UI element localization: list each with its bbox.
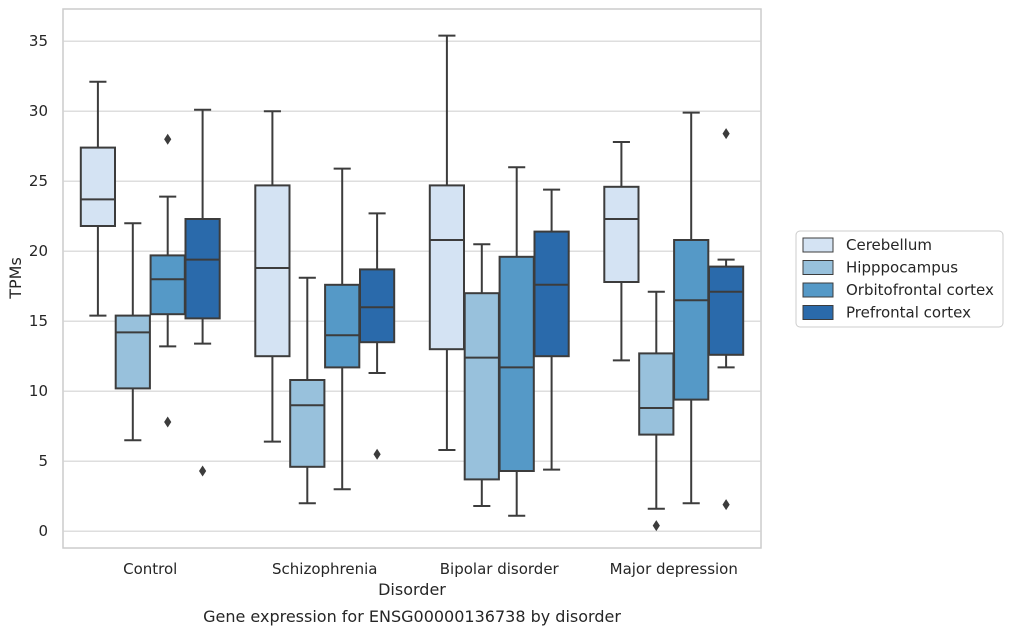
legend-swatch — [802, 305, 834, 320]
y-tick-label: 30 — [29, 102, 48, 120]
y-tick-label: 0 — [38, 522, 48, 540]
legend: Cerebellum Hipppocampus Orbitofrontal cort… — [795, 230, 1004, 328]
legend-frame — [795, 230, 1004, 328]
legend-item: Orbitofrontal cortex — [802, 281, 994, 299]
legend-swatch — [802, 260, 834, 275]
box-iqr — [533, 230, 570, 358]
box-group — [603, 111, 745, 532]
chart-caption: Gene expression for ENSG00000136738 by d… — [203, 607, 621, 626]
box-iqr — [673, 239, 710, 401]
y-tick-label: 10 — [29, 382, 48, 400]
box-group — [79, 80, 221, 477]
outlier-point — [722, 499, 730, 511]
x-tick-label: Control — [123, 560, 177, 578]
legend-label: Prefrontal cortex — [846, 304, 971, 322]
box-iqr — [289, 379, 326, 468]
box-group — [428, 34, 570, 517]
x-axis-title: Disorder — [378, 580, 446, 599]
box-iqr — [184, 218, 221, 320]
y-tick-label: 35 — [29, 32, 48, 50]
outlier-point — [373, 448, 381, 460]
box-iqr — [428, 184, 466, 351]
y-tick-label: 5 — [38, 452, 48, 470]
box-iqr — [149, 254, 186, 316]
outlier-point — [199, 465, 207, 477]
legend-label: Orbitofrontal cortex — [846, 281, 994, 299]
legend-item: Cerebellum — [802, 236, 932, 254]
legend-label: Hipppocampus — [846, 259, 958, 277]
y-tick-label: 20 — [29, 242, 48, 260]
y-tick-label: 15 — [29, 312, 48, 330]
box-iqr — [79, 146, 117, 228]
x-tick-label: Major depression — [610, 560, 738, 578]
y-axis-title: TPMs — [6, 257, 25, 300]
y-tick-labels: 0 5 10 15 20 25 30 35 — [29, 32, 48, 540]
box-group — [254, 110, 396, 505]
legend-label: Cerebellum — [846, 236, 932, 254]
box-iqr — [114, 314, 151, 390]
legend-swatch — [802, 237, 834, 253]
box-iqr — [254, 184, 291, 358]
box-iqr — [324, 283, 361, 369]
y-tick-label: 25 — [29, 172, 48, 190]
legend-item: Hipppocampus — [802, 259, 958, 277]
outlier-point — [722, 128, 730, 140]
box-iqr — [358, 268, 396, 344]
grid-lines — [63, 40, 761, 532]
outlier-point — [164, 416, 172, 428]
box-iqr — [498, 255, 535, 472]
x-tick-label: Schizophrenia — [272, 560, 377, 578]
box-groups — [79, 34, 745, 532]
box-iqr — [603, 185, 640, 283]
x-tick-labels: Control Schizophrenia Bipolar disorder Majo… — [123, 560, 738, 578]
box-iqr — [707, 265, 745, 356]
legend-swatch — [802, 282, 834, 298]
box-iqr — [638, 352, 675, 436]
legend-item: Prefrontal cortex — [802, 304, 971, 322]
outlier-point — [652, 520, 660, 532]
x-tick-label: Bipolar disorder — [440, 560, 560, 578]
outlier-point — [164, 133, 172, 145]
box-iqr — [463, 292, 500, 481]
